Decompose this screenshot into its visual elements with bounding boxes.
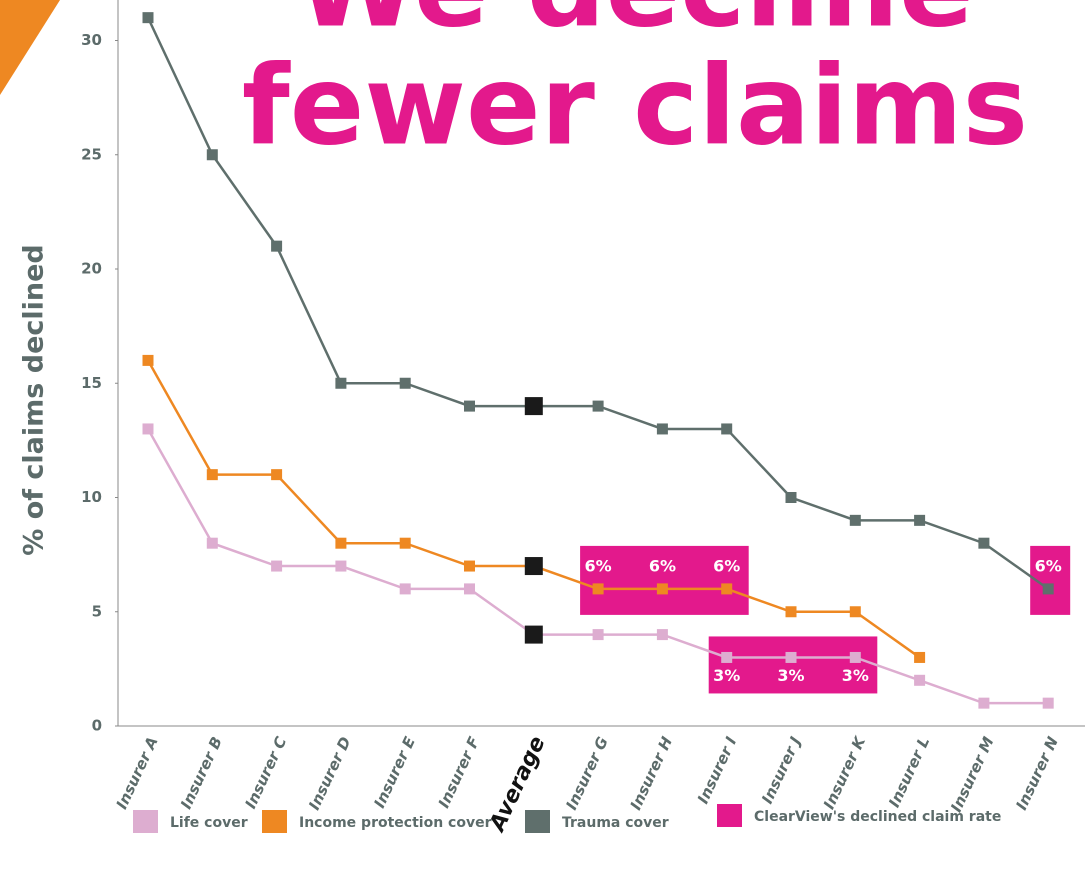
legend-swatch xyxy=(133,810,158,833)
point-marker xyxy=(335,537,347,549)
point-marker xyxy=(656,629,668,641)
y-tick-label: 0 xyxy=(92,717,102,735)
point-marker xyxy=(335,560,347,572)
x-tick-label: Insurer E xyxy=(370,733,419,810)
point-marker xyxy=(142,423,154,435)
point-marker xyxy=(464,400,475,412)
x-tick-label: Insurer F xyxy=(435,733,484,810)
point-marker xyxy=(206,537,218,549)
x-tick-label: Insurer D xyxy=(305,734,354,813)
legend-label: Life cover xyxy=(170,815,248,831)
point-marker xyxy=(978,697,990,709)
point-marker xyxy=(849,514,861,526)
point-marker xyxy=(464,560,475,572)
y-tick-label: 5 xyxy=(92,602,102,620)
point-marker xyxy=(914,514,926,526)
point-marker xyxy=(335,377,347,389)
point-marker xyxy=(142,12,154,24)
legend-swatch xyxy=(717,804,742,827)
point-marker xyxy=(399,537,411,549)
point-marker xyxy=(785,606,797,618)
point-marker xyxy=(271,240,283,252)
x-tick-label: Insurer H xyxy=(627,734,677,813)
point-marker xyxy=(656,423,668,435)
point-marker xyxy=(721,423,733,435)
x-tick-label: Insurer B xyxy=(177,734,226,812)
point-marker xyxy=(721,651,733,663)
point-marker xyxy=(914,651,926,663)
point-marker xyxy=(464,583,475,595)
point-marker xyxy=(721,583,733,595)
point-marker xyxy=(978,537,990,549)
point-marker xyxy=(206,469,218,481)
legend-swatch xyxy=(525,810,550,833)
point-marker xyxy=(592,583,604,595)
point-marker xyxy=(142,354,154,366)
point-marker xyxy=(592,400,604,412)
x-tick-label: Insurer A xyxy=(113,734,162,812)
point-marker xyxy=(785,492,797,503)
x-tick-label: Insurer K xyxy=(820,733,870,812)
point-marker xyxy=(1042,583,1054,595)
chart-title: fewer claims xyxy=(242,41,1028,169)
point-marker xyxy=(785,651,797,663)
highlight-box xyxy=(580,545,749,615)
point-marker xyxy=(849,651,861,663)
legend-label: ClearView's declined claim rate xyxy=(754,809,1001,825)
point-marker xyxy=(914,674,926,686)
point-marker xyxy=(271,560,283,572)
highlight-box xyxy=(708,636,878,694)
x-tick-label: Insurer C xyxy=(241,734,290,811)
x-tick-label: Insurer G xyxy=(562,734,611,813)
point-marker xyxy=(271,469,283,481)
highlight-label: 6% xyxy=(1035,556,1062,575)
y-tick-label: 20 xyxy=(81,260,102,278)
point-marker xyxy=(524,557,543,576)
legend-label: Income protection cover xyxy=(299,815,492,831)
chart-title: We decline xyxy=(296,0,973,51)
point-marker xyxy=(1042,697,1054,709)
highlight-label: 3% xyxy=(713,666,740,685)
x-tick-label: Insurer M xyxy=(947,734,998,815)
point-marker xyxy=(592,629,604,641)
point-marker xyxy=(524,625,543,644)
point-marker xyxy=(524,397,543,416)
point-marker xyxy=(206,149,218,161)
highlight-label: 6% xyxy=(713,556,740,575)
y-axis-label: % of claims declined xyxy=(19,244,50,556)
x-tick-label: Insurer I xyxy=(694,734,741,807)
point-marker xyxy=(656,583,668,595)
y-tick-label: 25 xyxy=(81,145,102,163)
x-tick-label: Insurer L xyxy=(885,734,933,810)
point-marker xyxy=(399,377,411,389)
legend-swatch xyxy=(262,810,287,833)
highlight-label: 3% xyxy=(777,666,804,685)
x-tick-label: Insurer N xyxy=(1012,734,1062,813)
y-tick-label: 10 xyxy=(81,488,102,506)
point-marker xyxy=(399,583,411,595)
legend-label: Trauma cover xyxy=(562,815,669,831)
highlight-label: 6% xyxy=(649,556,676,575)
x-tick-label: Insurer J xyxy=(758,734,805,807)
y-tick-label: 15 xyxy=(81,374,102,392)
highlight-label: 3% xyxy=(842,666,869,685)
y-tick-label: 30 xyxy=(81,31,102,49)
highlight-label: 6% xyxy=(585,556,612,575)
point-marker xyxy=(849,606,861,618)
corner-decoration xyxy=(0,0,60,95)
